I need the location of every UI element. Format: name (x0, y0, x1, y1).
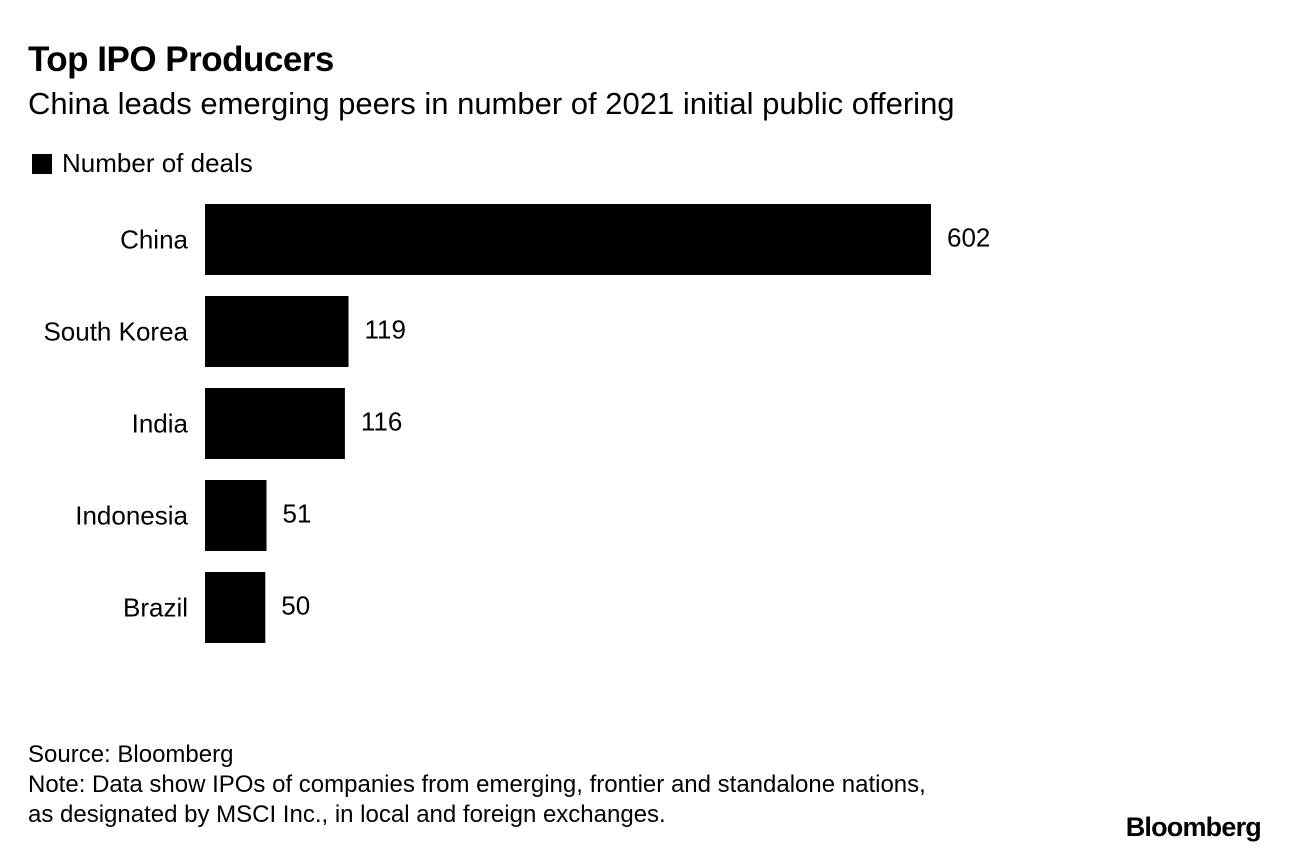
bar-chart: China 602 South Korea 119 India 116 Indonesia 5… (43, 204, 990, 643)
chart-subtitle: China leads emerging peers in number of … (28, 86, 955, 121)
category-label: India (132, 409, 189, 439)
note-line-1: Note: Data show IPOs of companies from e… (28, 771, 926, 798)
data-label: 51 (283, 499, 312, 529)
category-label: Brazil (123, 593, 188, 623)
legend: Number of deals (32, 148, 253, 179)
source-text: Source: Bloomberg (28, 741, 234, 768)
bloomberg-logo: Bloomberg (1125, 812, 1262, 842)
bar (205, 572, 266, 643)
note-line-2: as designated by MSCI Inc., in local and… (28, 801, 666, 828)
category-label: China (120, 225, 188, 255)
bar (205, 480, 267, 551)
data-label: 116 (361, 407, 402, 437)
data-label: 602 (947, 223, 990, 253)
legend-label: Number of deals (62, 148, 253, 178)
bar (205, 296, 349, 367)
footer: Source: Bloomberg Note: Data show IPOs o… (28, 740, 926, 830)
category-label: Indonesia (75, 501, 188, 531)
bar (205, 204, 931, 275)
data-label: 119 (365, 315, 406, 345)
category-label: South Korea (43, 317, 188, 347)
bar (205, 388, 345, 459)
legend-swatch (32, 153, 52, 174)
data-label: 50 (281, 591, 310, 621)
chart-title: Top IPO Producers (28, 40, 334, 79)
